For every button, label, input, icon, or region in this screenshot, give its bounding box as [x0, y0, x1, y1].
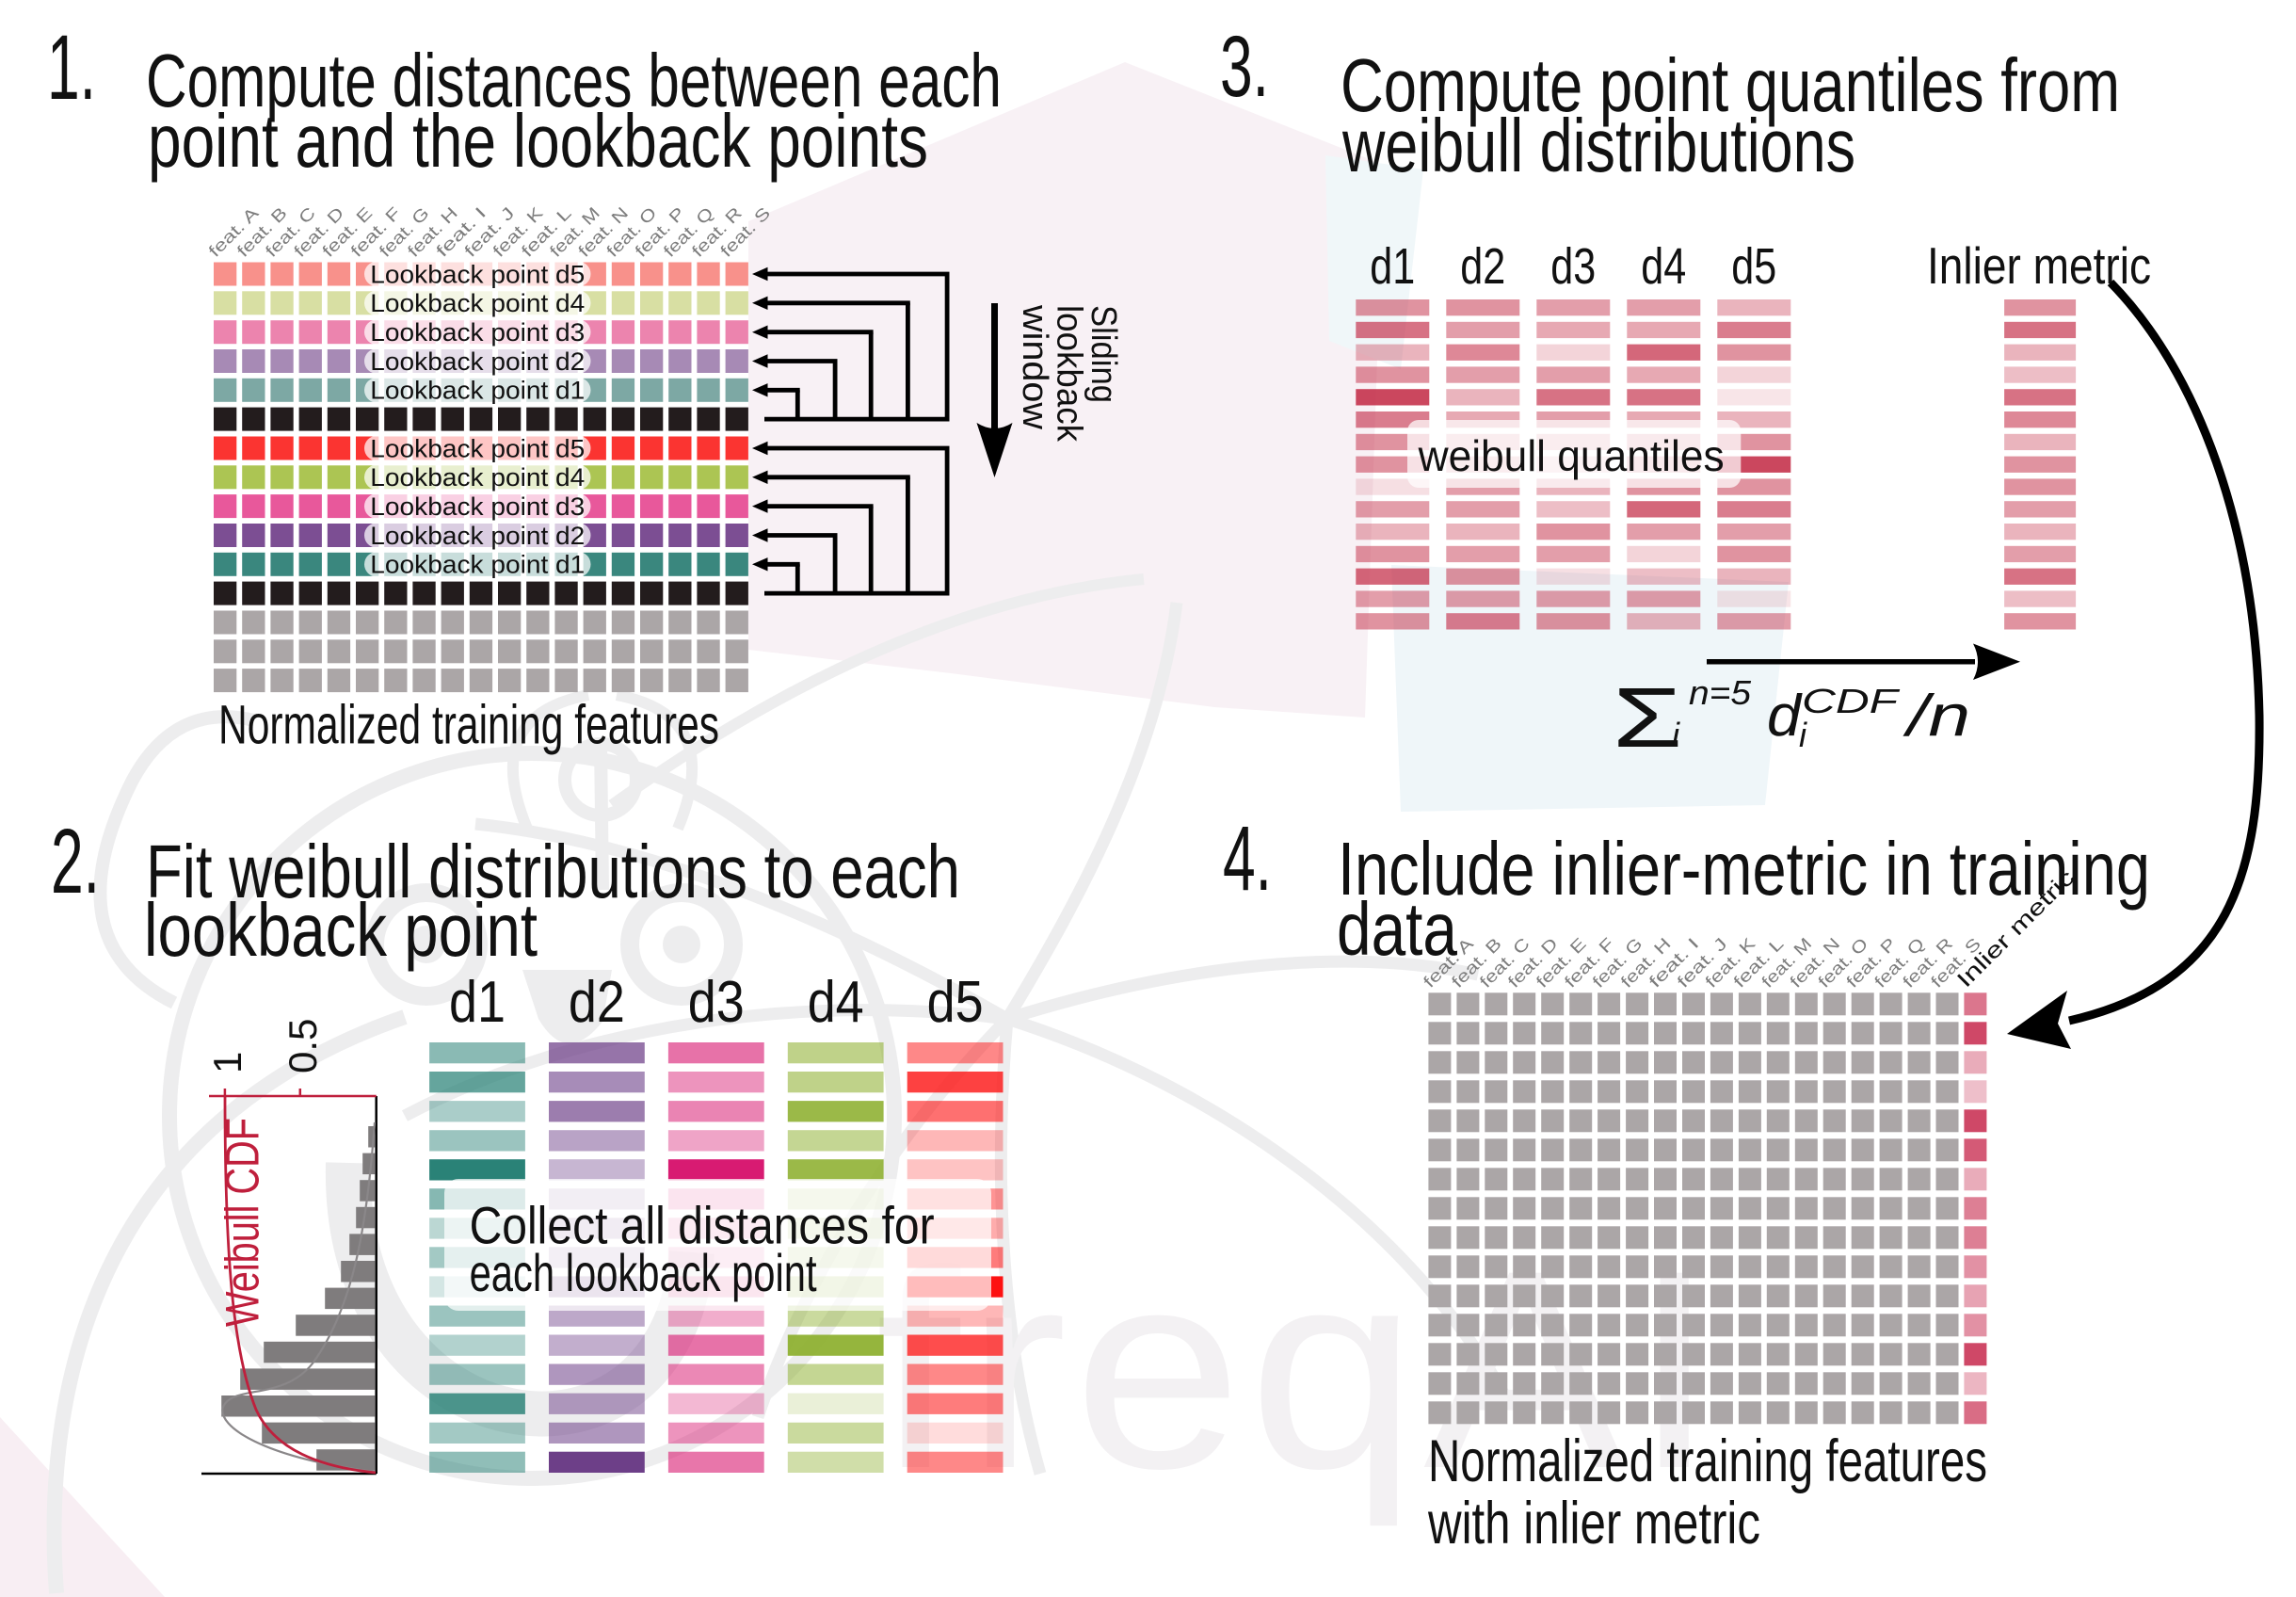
- svg-text:each lookback point: each lookback point: [470, 1243, 817, 1302]
- svg-text:Lookback point d1: Lookback point d1: [370, 551, 585, 579]
- svg-text:d5: d5: [927, 970, 984, 1035]
- svg-text:Lookback point d2: Lookback point d2: [370, 522, 585, 550]
- svg-text:d2: d2: [1460, 238, 1505, 295]
- svg-text:i: i: [1672, 716, 1680, 754]
- svg-text:0.5: 0.5: [281, 1019, 325, 1073]
- svg-text:lookback: lookback: [1050, 305, 1089, 443]
- svg-text:d4: d4: [808, 970, 864, 1035]
- svg-text:CDF: CDF: [1802, 682, 1901, 720]
- svg-text:d2: d2: [569, 970, 625, 1035]
- svg-text:Lookback point d4: Lookback point d4: [370, 463, 585, 492]
- svg-text:lookback point: lookback point: [144, 888, 538, 972]
- svg-text:with inlier metric: with inlier metric: [1427, 1491, 1760, 1557]
- svg-text:d4: d4: [1641, 238, 1686, 295]
- svg-text:Lookback point d3: Lookback point d3: [370, 318, 585, 347]
- svg-text:d3: d3: [1550, 238, 1596, 295]
- svg-text:weibull distributions: weibull distributions: [1341, 104, 1855, 187]
- svg-text:/n: /n: [1903, 684, 1970, 749]
- svg-text:window: window: [1015, 304, 1054, 430]
- svg-text:Include inlier-metric in train: Include inlier-metric in training: [1338, 827, 2150, 911]
- svg-text:data: data: [1337, 887, 1457, 971]
- svg-text:3.: 3.: [1220, 19, 1269, 115]
- svg-text:d: d: [1767, 684, 1804, 749]
- svg-text:2.: 2.: [51, 810, 100, 912]
- svg-text:Normalized training features: Normalized training features: [1428, 1428, 1987, 1494]
- svg-text:Lookback point d3: Lookback point d3: [370, 492, 585, 521]
- svg-text:Lookback point d5: Lookback point d5: [370, 260, 585, 288]
- svg-text:4.: 4.: [1223, 807, 1272, 910]
- svg-text:Lookback point d1: Lookback point d1: [370, 377, 585, 405]
- svg-text:point and the lookback points: point and the lookback points: [148, 99, 928, 183]
- svg-text:d1: d1: [449, 970, 506, 1035]
- svg-text:weibull quantiles: weibull quantiles: [1418, 431, 1725, 480]
- svg-text:Lookback point d5: Lookback point d5: [370, 434, 585, 462]
- svg-text:Normalized training features: Normalized training features: [218, 695, 719, 756]
- svg-text:Collect all distances for: Collect all distances for: [470, 1196, 935, 1255]
- svg-text:Compute point quantiles from: Compute point quantiles from: [1341, 43, 2120, 127]
- svg-text:i: i: [1799, 716, 1807, 754]
- svg-text:Lookback point d2: Lookback point d2: [370, 347, 585, 376]
- svg-text:Fit weibull distributions to e: Fit weibull distributions to each: [146, 830, 960, 913]
- svg-text:Weibull CDF: Weibull CDF: [217, 1118, 269, 1327]
- svg-text:n=5: n=5: [1689, 673, 1752, 712]
- svg-text:Σ: Σ: [1613, 671, 1682, 766]
- svg-text:Sliding: Sliding: [1084, 305, 1123, 403]
- svg-text:d1: d1: [1370, 238, 1415, 295]
- svg-text:Lookback point d4: Lookback point d4: [370, 289, 585, 317]
- svg-text:1: 1: [205, 1052, 249, 1073]
- svg-text:d5: d5: [1731, 238, 1776, 295]
- svg-text:Compute distances between each: Compute distances between each: [146, 39, 1002, 122]
- svg-text:d3: d3: [688, 970, 745, 1035]
- svg-text:1.: 1.: [47, 16, 96, 119]
